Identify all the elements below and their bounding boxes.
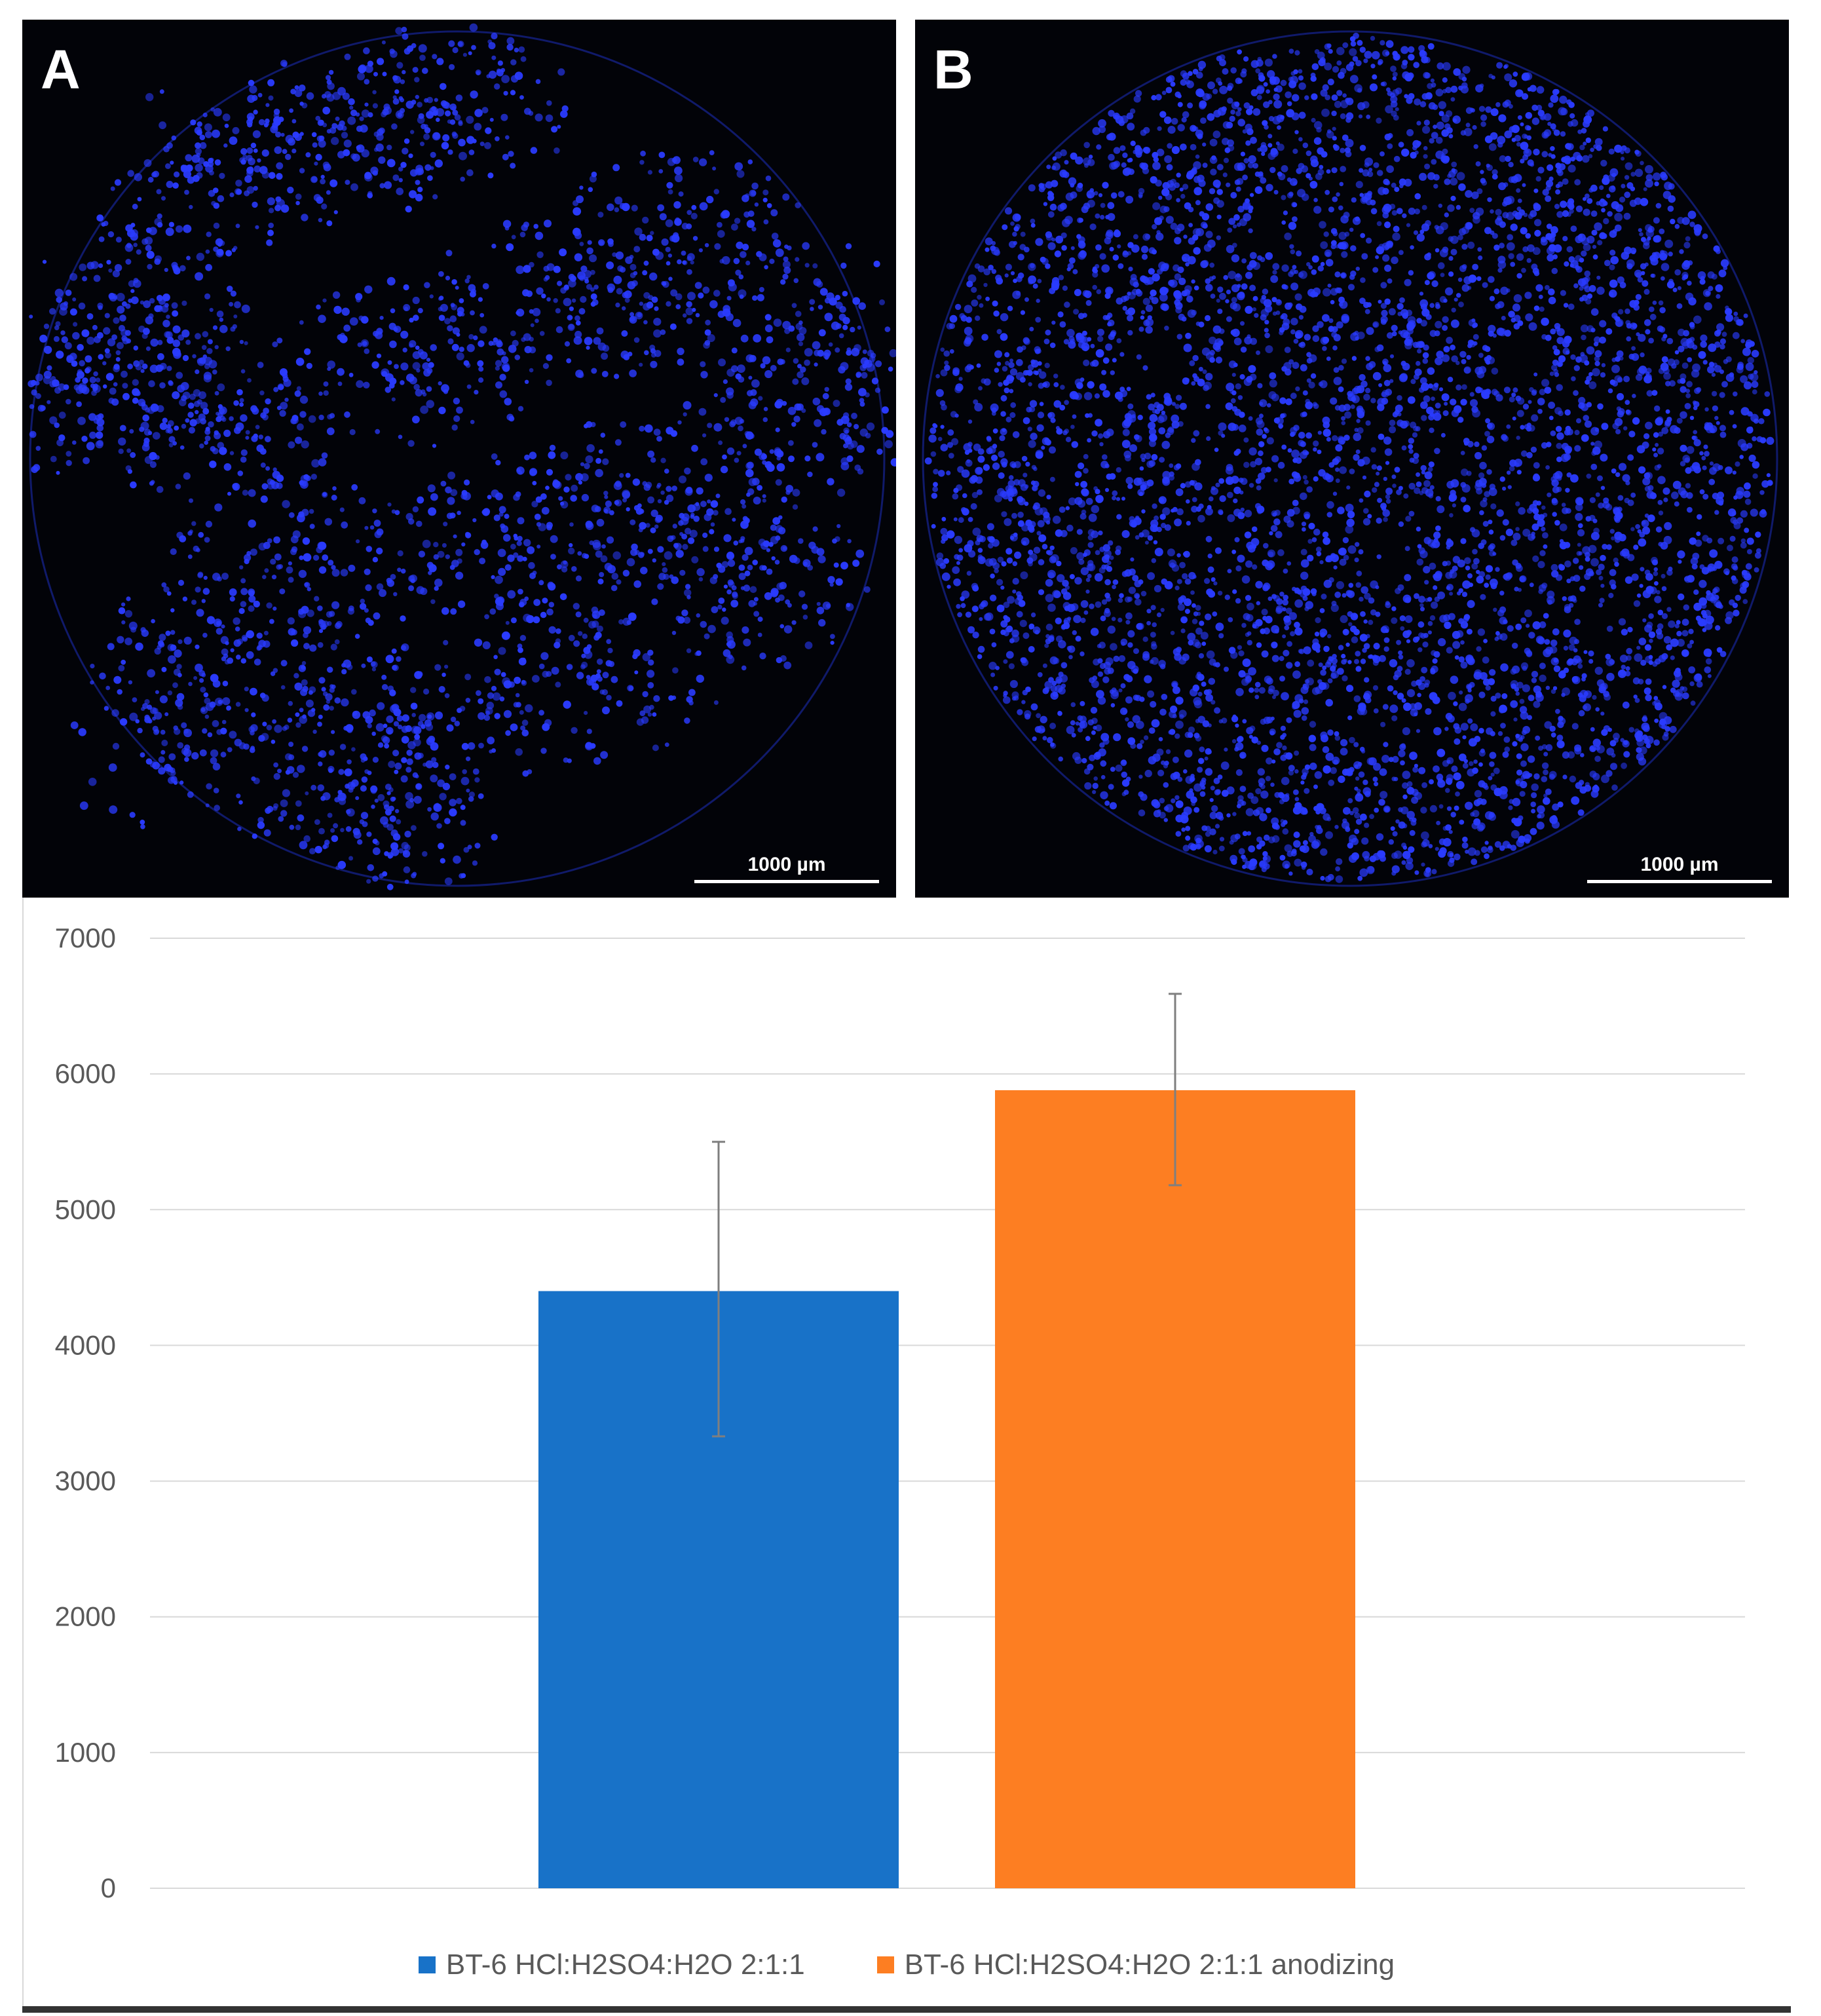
bar-chart: 0 1000 2000 3000 4000 5000 6000 7000 BT-6 HCl:H… <box>22 898 1791 2016</box>
micrograph-panel-b: B 1000 µm <box>915 20 1789 898</box>
micrograph-panel-a: A 1000 µm <box>22 20 896 898</box>
y-tick-label: 6000 <box>55 1058 116 1089</box>
legend-swatch-series-2 <box>876 1956 894 1973</box>
bar-chart-plot: 0 1000 2000 3000 4000 5000 6000 7000 <box>55 922 1745 1903</box>
bar-series-2 <box>995 1090 1355 1888</box>
scale-bar-a-label: 1000 µm <box>747 854 826 875</box>
well-outline <box>29 30 886 887</box>
legend-label-series-2: BT-6 HCl:H2SO4:H2O 2:1:1 anodizing <box>904 1949 1395 1981</box>
scale-bar-b-line <box>1587 880 1772 883</box>
y-tick-label: 7000 <box>55 922 116 953</box>
y-tick-label: 4000 <box>55 1329 116 1360</box>
error-bar-series-1 <box>712 1141 725 1437</box>
y-tick-label: 3000 <box>55 1466 116 1496</box>
legend-label-series-1: BT-6 HCl:H2SO4:H2O 2:1:1 <box>445 1949 805 1981</box>
y-tick-label: 2000 <box>55 1601 116 1632</box>
chart-legend: BT-6 HCl:H2SO4:H2O 2:1:1 BT-6 HCl:H2SO4:… <box>22 1949 1791 1981</box>
scale-bar-a: 1000 µm <box>694 855 879 883</box>
legend-swatch-series-1 <box>418 1956 436 1973</box>
scale-bar-a-line <box>694 880 879 883</box>
legend-item-series-2: BT-6 HCl:H2SO4:H2O 2:1:1 anodizing <box>876 1949 1395 1981</box>
legend-item-series-1: BT-6 HCl:H2SO4:H2O 2:1:1 <box>418 1949 805 1981</box>
well-outline <box>922 30 1778 887</box>
nuclei-cluster <box>924 32 1774 883</box>
error-bar-series-2 <box>1169 993 1182 1187</box>
scale-bar-b-label: 1000 µm <box>1640 854 1719 875</box>
nuclei-cluster <box>28 23 896 890</box>
figure-left-border <box>22 898 24 2006</box>
y-tick-label: 1000 <box>55 1737 116 1768</box>
y-tick-label: 5000 <box>55 1194 116 1225</box>
scale-bar-b: 1000 µm <box>1587 855 1772 883</box>
figure-bottom-border <box>22 2006 1791 2013</box>
y-tick-label: 0 <box>101 1873 116 1903</box>
micrograph-a-image <box>28 23 896 890</box>
panel-label-b: B <box>933 39 973 100</box>
micrograph-b-image <box>922 30 1778 887</box>
panel-label-a: A <box>41 39 81 100</box>
